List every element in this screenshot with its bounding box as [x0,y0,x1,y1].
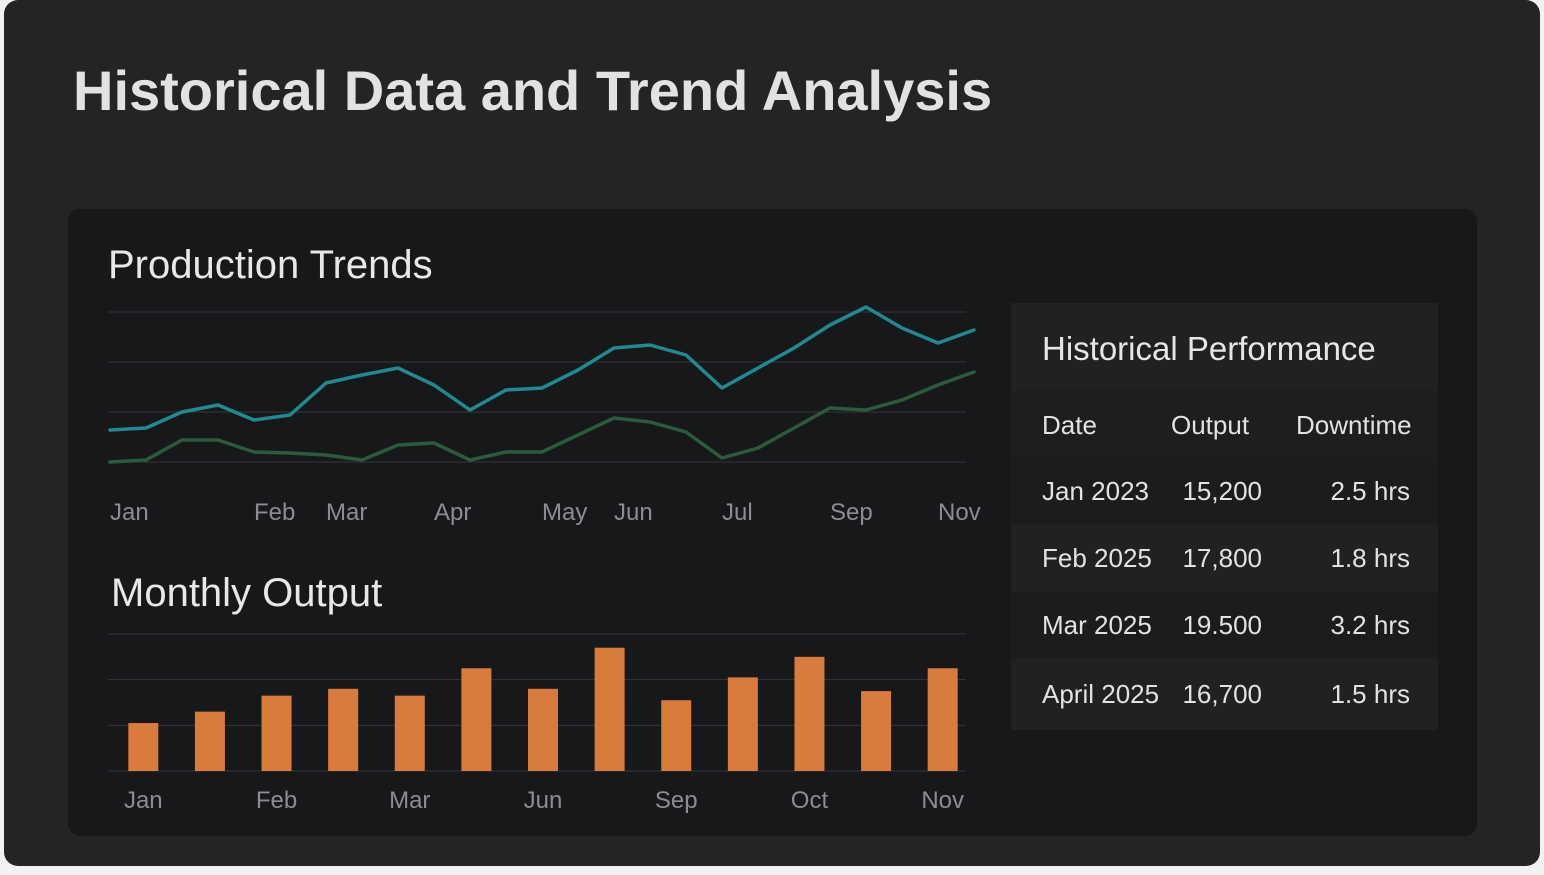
table-header-bg [1011,303,1438,390]
bar [128,723,159,771]
line-series [108,370,976,464]
bar [528,688,558,771]
x-tick-label: Jun [524,787,563,814]
page-title: Historical Data and Trend Analysis [73,59,992,122]
bar [927,668,958,771]
table-cell: 16,700 [1182,679,1262,709]
x-tick-label: Sep [655,787,698,814]
x-tick-label: Jan [110,499,149,526]
x-tick-label: Nov [938,499,981,526]
column-header: Output [1171,410,1250,440]
table-title: Historical Performance [1042,330,1376,367]
chart-title: Production Trends [108,243,433,287]
x-tick-label: Feb [254,499,295,526]
bar [794,656,825,771]
bar [394,695,425,771]
table-cell: 19.500 [1182,610,1262,640]
x-tick-label: Jan [124,787,163,814]
x-tick-label: Sep [830,499,873,526]
table-cell: April 2025 [1042,679,1159,709]
line-series [108,305,976,432]
bar [194,711,225,771]
x-tick-label: Jul [722,499,753,526]
x-tick-label: Oct [791,787,829,814]
bar [261,695,292,771]
x-tick-label: Mar [389,787,430,814]
table-cell: 2.5 hrs [1331,476,1411,506]
bar [328,688,359,771]
x-tick-label: Jun [614,499,653,526]
column-header-bg [1011,390,1438,458]
chart-title: Monthly Output [111,571,382,615]
bar [861,691,892,771]
bar [594,647,625,771]
table-cell: Jan 2023 [1042,476,1149,506]
table-cell: 3.2 hrs [1331,610,1411,640]
table-row-bg [1011,592,1438,658]
table-cell: 1.8 hrs [1331,543,1411,573]
x-tick-label: Apr [434,499,471,526]
table-row-bg [1011,658,1438,730]
table-cell: 17,800 [1182,543,1262,573]
table-cell: Feb 2025 [1042,543,1152,573]
table-cell: 15,200 [1182,476,1262,506]
bar [661,700,692,771]
x-tick-label: May [542,499,587,526]
bar [727,677,758,771]
x-tick-label: Nov [921,787,964,814]
bar [461,668,492,771]
table-row-bg [1011,524,1438,592]
table-cell: Mar 2025 [1042,610,1152,640]
x-tick-label: Feb [256,787,297,814]
table-row-bg [1011,458,1438,524]
x-tick-label: Mar [326,499,367,526]
column-header: Date [1042,410,1097,440]
column-header: Downtime [1296,410,1412,440]
table-cell: 1.5 hrs [1331,679,1411,709]
